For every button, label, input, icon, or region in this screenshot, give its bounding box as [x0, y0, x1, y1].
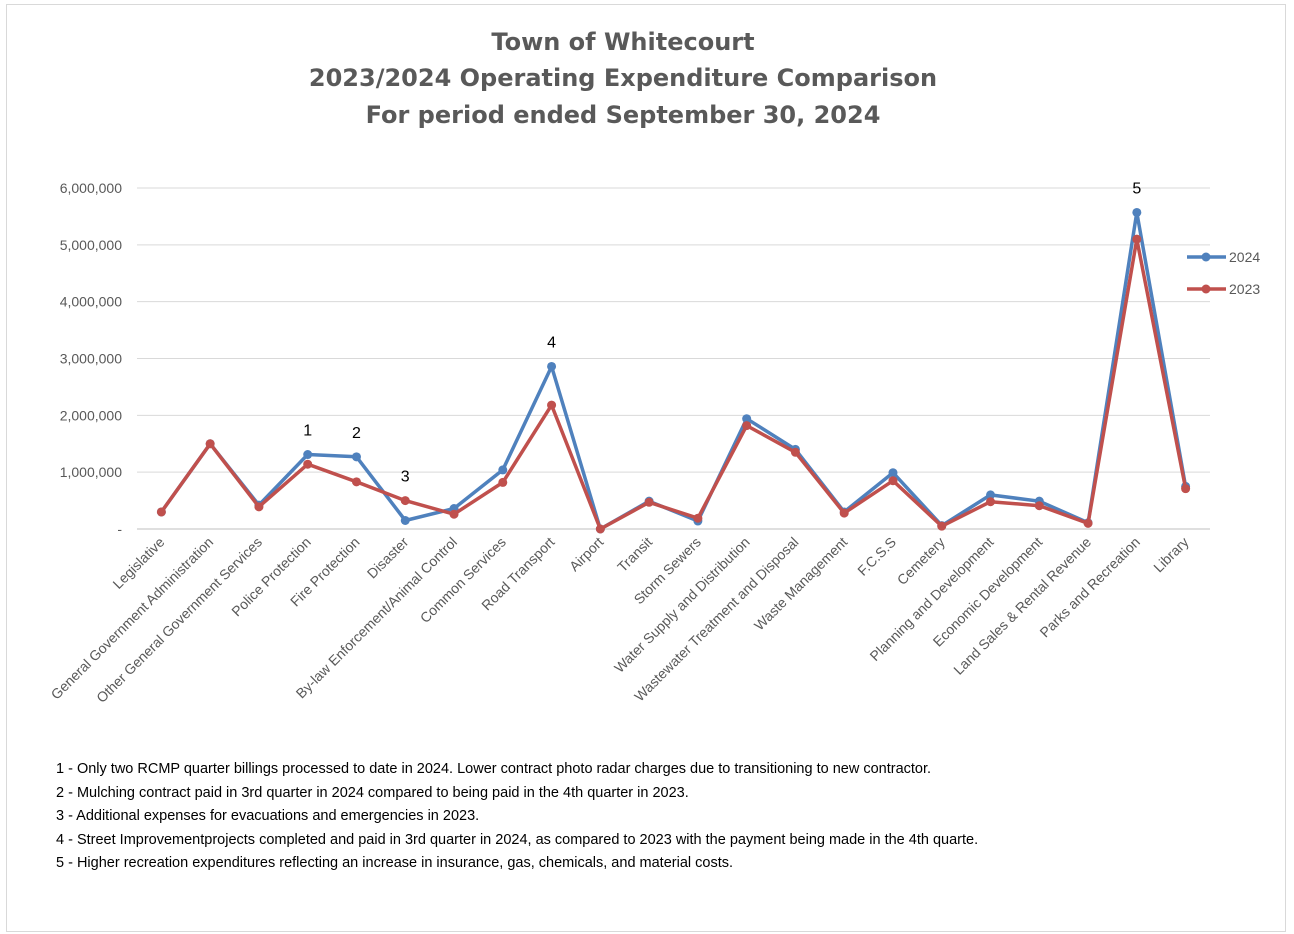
x-tick-label: Airport — [566, 534, 607, 575]
data-point — [547, 400, 557, 410]
chart-title-line-2: 2023/2024 Operating Expenditure Comparis… — [309, 64, 937, 92]
data-point — [449, 509, 459, 519]
annotation-label: 1 — [303, 423, 312, 440]
y-tick-label: 2,000,000 — [60, 407, 122, 423]
data-point — [644, 497, 654, 507]
chart-title-line-1: Town of Whitecourt — [491, 28, 754, 56]
x-tick-label: Library — [1150, 534, 1192, 576]
chart-frame — [6, 4, 1286, 932]
footnote: 5 - Higher recreation expenditures refle… — [56, 855, 734, 871]
x-tick-label: Disaster — [364, 534, 412, 582]
data-point — [1181, 484, 1191, 494]
legend-label: 2024 — [1229, 249, 1260, 265]
y-tick-label: 5,000,000 — [60, 237, 122, 253]
data-point — [1034, 501, 1044, 511]
data-point — [351, 477, 361, 487]
footnotes: 1 - Only two RCMP quarter billings proce… — [56, 758, 978, 876]
data-point — [498, 465, 508, 475]
legend-label: 2023 — [1229, 281, 1260, 297]
chart-title: Town of Whitecourt 2023/2024 Operating E… — [309, 28, 937, 129]
x-tick-label: Common Services — [417, 534, 509, 626]
x-tick-label: Parks and Recreation — [1036, 534, 1143, 641]
footnote: 4 - Street Improvementprojects completed… — [56, 831, 979, 848]
annotation-label: 3 — [401, 469, 410, 486]
data-point — [303, 450, 313, 460]
y-tick-label: 4,000,000 — [60, 294, 122, 310]
data-point — [1132, 207, 1142, 217]
data-point — [156, 507, 166, 517]
footnote: 2 - Mulching contract paid in 3rd quarte… — [56, 784, 689, 801]
data-point — [498, 477, 508, 487]
footnote: 3 - Additional expenses for evacuations … — [56, 808, 480, 824]
data-point — [986, 497, 996, 507]
chart-title-line-3: For period ended September 30, 2024 — [366, 101, 881, 129]
annotation-label: 5 — [1132, 180, 1141, 197]
y-tick-label: 1,000,000 — [60, 464, 122, 480]
grid-lines — [137, 187, 1210, 530]
annotation-label: 4 — [547, 334, 556, 351]
series-line-2023 — [159, 237, 1188, 531]
x-tick-label: F.C.S.S — [854, 534, 899, 579]
y-tick-label: 6,000,000 — [60, 180, 122, 196]
data-point — [888, 476, 898, 486]
data-point — [742, 414, 752, 424]
x-tick-label: Transit — [614, 534, 655, 575]
footnote: 1 - Only two RCMP quarter billings proce… — [56, 761, 932, 777]
data-point — [254, 502, 264, 512]
annotation-label: 2 — [352, 425, 361, 442]
data-point — [400, 515, 410, 525]
data-point — [400, 496, 410, 506]
data-point — [839, 508, 849, 518]
x-tick-label: Waste Management — [751, 534, 851, 634]
legend-swatch-marker — [1201, 252, 1211, 262]
data-point — [303, 459, 313, 469]
series-line-2024 — [159, 210, 1188, 531]
legend-swatch-marker — [1201, 284, 1211, 294]
y-axis: - 1,000,000 2,000,000 3,000,000 4,000,000 5,0… — [60, 180, 123, 537]
data-point — [742, 421, 752, 431]
data-point — [205, 439, 215, 449]
data-point — [595, 524, 605, 534]
data-point — [351, 452, 361, 462]
annotations: 1 2 3 4 5 — [303, 180, 1141, 485]
y-tick-label: - — [117, 521, 122, 537]
data-point — [1132, 234, 1142, 244]
data-point — [693, 513, 703, 523]
data-point — [888, 468, 898, 478]
data-point — [790, 447, 800, 457]
plot-area — [156, 207, 1191, 534]
data-point — [937, 521, 947, 531]
data-point — [1083, 518, 1093, 528]
legend: 2024 2023 — [1187, 249, 1260, 297]
data-point — [547, 361, 557, 371]
data-point — [986, 490, 996, 500]
y-tick-label: 3,000,000 — [60, 351, 122, 367]
